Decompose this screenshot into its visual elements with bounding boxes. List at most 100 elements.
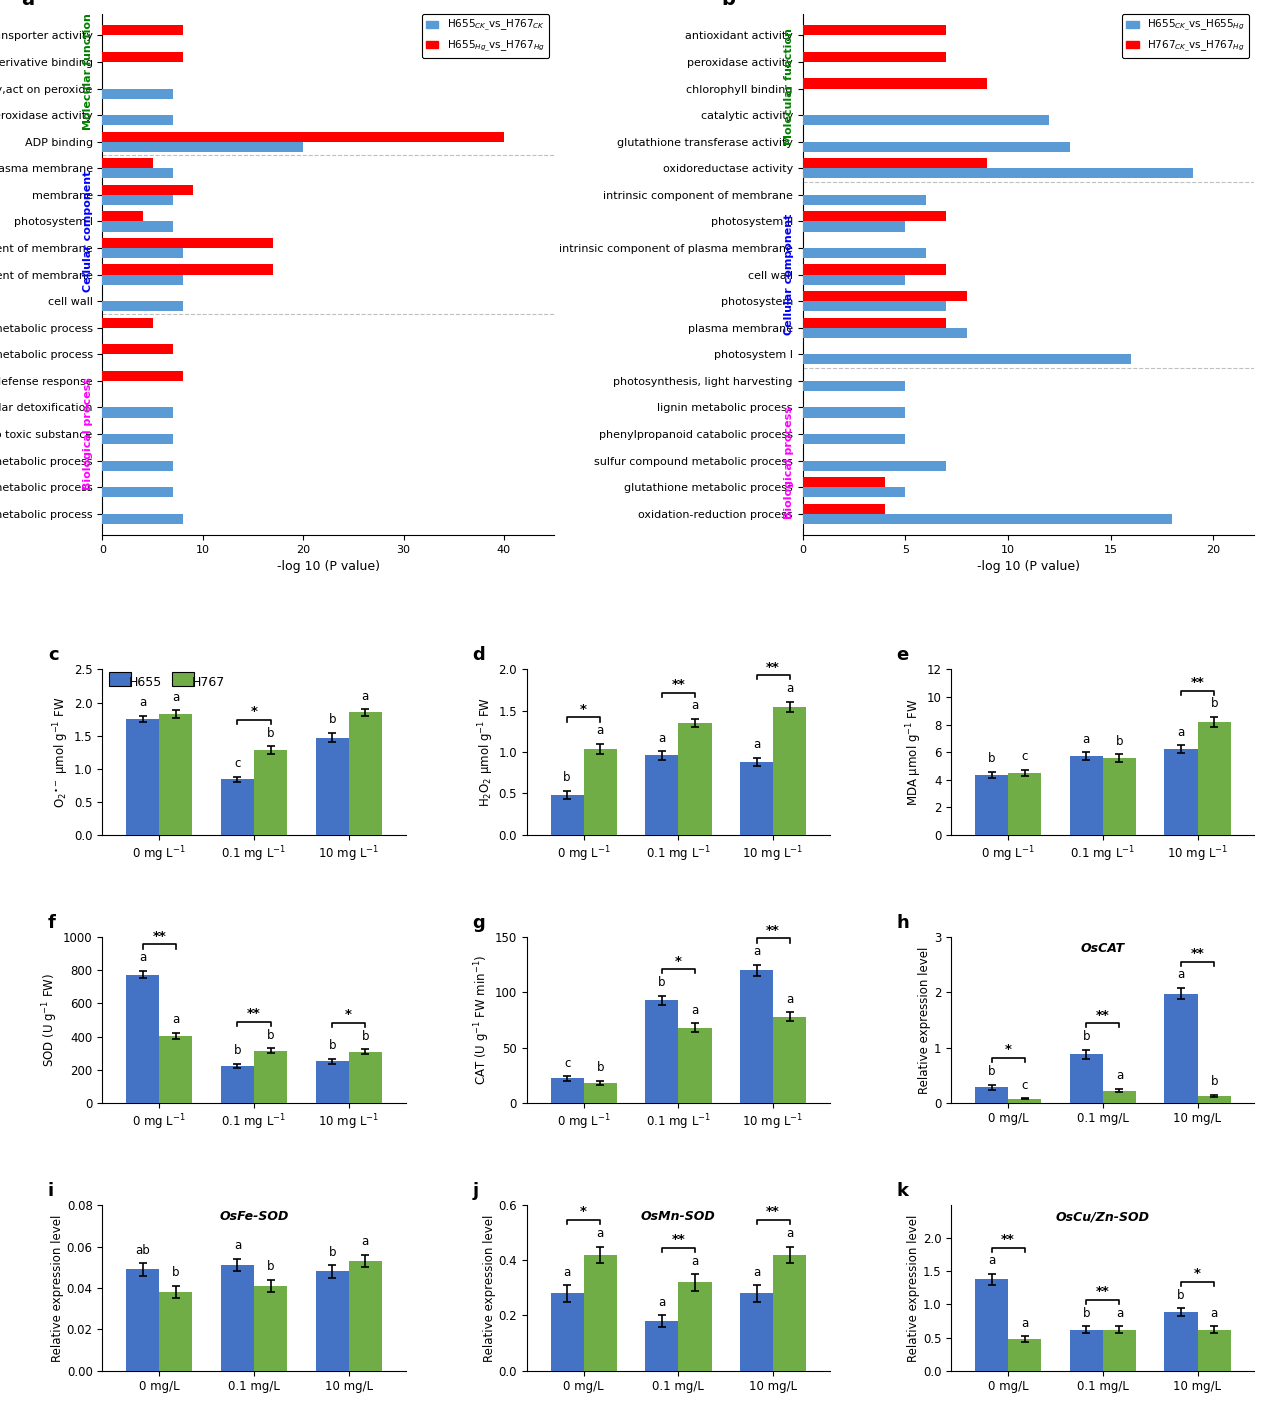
Bar: [102, 168, 173, 178]
Bar: [678, 1283, 712, 1371]
Text: b: b: [596, 1061, 604, 1074]
Y-axis label: Relative expression level: Relative expression level: [483, 1214, 495, 1362]
Text: b: b: [361, 1030, 369, 1043]
Text: b: b: [658, 976, 666, 989]
Text: a: a: [1116, 1070, 1123, 1082]
Text: Cellular component: Cellular component: [783, 213, 794, 335]
Bar: [127, 975, 159, 1102]
Text: Molecular function: Molecular function: [83, 14, 93, 130]
Bar: [102, 249, 183, 259]
Bar: [975, 1279, 1009, 1371]
Bar: [803, 434, 905, 444]
X-axis label: -log 10 (P value): -log 10 (P value): [276, 561, 380, 574]
Bar: [803, 249, 925, 259]
Text: Biological process: Biological process: [783, 406, 794, 519]
Bar: [773, 706, 806, 835]
Text: **: **: [672, 678, 685, 691]
Bar: [1103, 1091, 1135, 1102]
Bar: [1103, 759, 1135, 835]
Text: h: h: [897, 914, 909, 933]
Text: a: a: [1211, 1307, 1217, 1320]
Y-axis label: Relative expression level: Relative expression level: [918, 947, 932, 1094]
Text: b: b: [266, 726, 274, 739]
Bar: [102, 264, 273, 274]
Bar: [803, 318, 946, 328]
Text: OsMn-SOD: OsMn-SOD: [641, 1210, 716, 1224]
Text: c: c: [564, 1057, 571, 1070]
Bar: [803, 212, 946, 222]
Bar: [803, 274, 905, 284]
Bar: [803, 114, 1050, 126]
Text: a: a: [658, 1296, 666, 1308]
Bar: [159, 1036, 192, 1102]
Text: a: a: [1178, 968, 1184, 982]
Text: **: **: [1001, 1234, 1015, 1246]
Text: *: *: [251, 705, 257, 718]
Text: b: b: [1083, 1307, 1091, 1320]
Text: **: **: [1190, 947, 1204, 959]
Bar: [1009, 773, 1041, 835]
Bar: [550, 796, 584, 835]
Text: g: g: [472, 914, 485, 933]
Text: b: b: [329, 1246, 335, 1259]
Text: b: b: [1211, 698, 1217, 711]
Bar: [221, 1065, 253, 1102]
Text: b: b: [172, 1266, 179, 1279]
Bar: [803, 158, 987, 168]
Bar: [102, 461, 173, 471]
Bar: [1165, 1313, 1198, 1371]
Text: a: a: [691, 1003, 699, 1017]
Text: OsCu/Zn-SOD: OsCu/Zn-SOD: [1056, 1210, 1149, 1224]
Text: b: b: [1116, 735, 1123, 747]
Bar: [975, 1087, 1009, 1102]
Text: a: a: [173, 691, 179, 704]
Bar: [773, 1255, 806, 1371]
Text: OsCAT: OsCAT: [1080, 942, 1125, 955]
Text: c: c: [234, 757, 241, 770]
Bar: [348, 712, 381, 835]
Text: a: a: [1083, 732, 1089, 746]
Text: b: b: [266, 1260, 274, 1273]
Legend: H655, H767: H655, H767: [109, 675, 225, 688]
Bar: [159, 715, 192, 835]
Bar: [1198, 1330, 1230, 1371]
Bar: [584, 749, 617, 835]
Text: a: a: [988, 1255, 995, 1267]
Bar: [316, 1061, 348, 1102]
Bar: [221, 1265, 253, 1371]
Bar: [1103, 1330, 1135, 1371]
Bar: [102, 370, 183, 382]
Bar: [803, 264, 946, 274]
Bar: [803, 503, 884, 514]
Bar: [102, 212, 142, 222]
Text: e: e: [897, 647, 909, 664]
Bar: [975, 774, 1009, 835]
Bar: [803, 222, 905, 232]
Bar: [127, 719, 159, 835]
Text: a: a: [140, 697, 146, 709]
Bar: [102, 237, 273, 249]
Text: d: d: [472, 647, 485, 664]
Bar: [803, 382, 905, 391]
Bar: [1009, 1340, 1041, 1371]
Text: a: a: [753, 738, 760, 752]
Text: a: a: [173, 1013, 179, 1026]
Bar: [740, 762, 773, 835]
Bar: [1009, 1099, 1041, 1102]
Text: *: *: [1194, 1267, 1201, 1280]
Text: **: **: [1096, 1286, 1110, 1299]
Bar: [803, 328, 966, 338]
Bar: [803, 25, 946, 35]
Bar: [678, 723, 712, 835]
Text: *: *: [580, 702, 588, 716]
Y-axis label: H$_2$O$_2$ μmol g$^{-1}$ FW: H$_2$O$_2$ μmol g$^{-1}$ FW: [476, 697, 495, 807]
Bar: [102, 158, 152, 168]
Text: **: **: [767, 660, 780, 674]
Text: *: *: [346, 1009, 352, 1022]
Bar: [645, 1321, 678, 1371]
Bar: [102, 222, 173, 232]
Text: a: a: [691, 1255, 699, 1267]
Bar: [102, 487, 173, 497]
Bar: [1070, 756, 1103, 835]
Text: a: a: [596, 1226, 604, 1241]
